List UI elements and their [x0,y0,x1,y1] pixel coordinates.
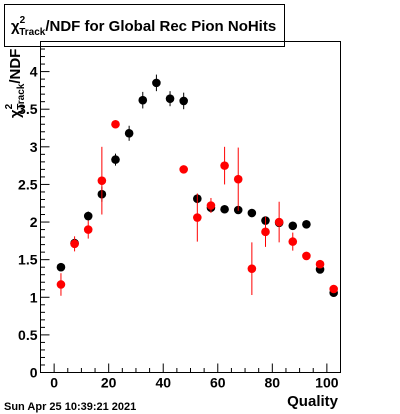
y-axis: 0 0.5 1 1.5 2 2.5 3 3.5 4 [18,48,50,381]
data-point [315,259,325,269]
x-tick-label: 0 [50,375,58,391]
x-tick-label: 80 [265,375,281,391]
y-tick-label: 2 [30,214,38,230]
data-point [111,119,120,129]
data-point [70,239,79,249]
data-point [124,128,134,138]
title-chi: χ [11,18,20,35]
timestamp: Sun Apr 25 10:39:21 2021 [4,401,136,413]
data-point [193,213,202,222]
series-0 [56,74,338,298]
x-tick-label: 40 [155,375,171,391]
x-axis-title: Quality [287,393,339,410]
y-tick-label: 0 [30,365,38,381]
x-axis: 0 20 40 60 80 100 [50,363,341,391]
data-point [206,201,216,210]
data-point [302,251,311,261]
data-point [97,176,107,185]
ylabel-chi: χ [7,109,24,118]
data-point [179,165,188,174]
x-tick-label: 100 [315,375,339,391]
data-point [111,155,120,164]
x-tick-label: 20 [101,375,117,391]
y-tick-label: 0.5 [18,327,38,343]
x-tick-label: 60 [210,375,226,391]
ylabel-superscript: 2 [4,103,15,109]
y-tick-label: 1.5 [18,252,38,268]
ylabel-subscript: Track [16,83,27,110]
data-point [220,204,229,214]
data-point [56,280,66,289]
data-point [247,264,257,273]
ylabel-rest: /NDF [7,49,24,84]
data-point [233,174,243,184]
data-point [152,78,161,88]
plot-frame [40,41,341,373]
title-superscript: 2 [20,15,26,26]
data-point [179,96,188,106]
data-point [83,225,93,234]
y-tick-label: 1 [30,289,38,305]
title-rest: /NDF for Global Rec Pion NoHits [45,18,276,35]
title-box: χ2 Track/NDF for Global Rec Pion NoHits [4,4,285,47]
title-subscript: Track [19,27,46,38]
y-tick-label: 3 [30,139,38,155]
data-point [288,221,298,231]
y-tick-label: 2.5 [18,176,38,192]
data-point [261,227,270,237]
data-point [274,217,284,227]
data-point [56,262,66,272]
data-point [302,220,311,229]
y-axis-title: χ2Track/NDF [4,49,27,118]
data-point [165,94,175,103]
chart-title: χ2 Track/NDF for Global Rec Pion NoHits [11,15,276,38]
y-tick-label: 3.5 [18,101,38,117]
data-point [247,208,257,218]
data-point [220,161,229,170]
data-point [329,284,338,294]
series-1 [56,119,338,296]
data-point [83,211,93,221]
data-series [56,74,338,298]
data-point [138,95,148,105]
y-tick-label: 4 [30,64,38,80]
data-point [288,237,298,246]
